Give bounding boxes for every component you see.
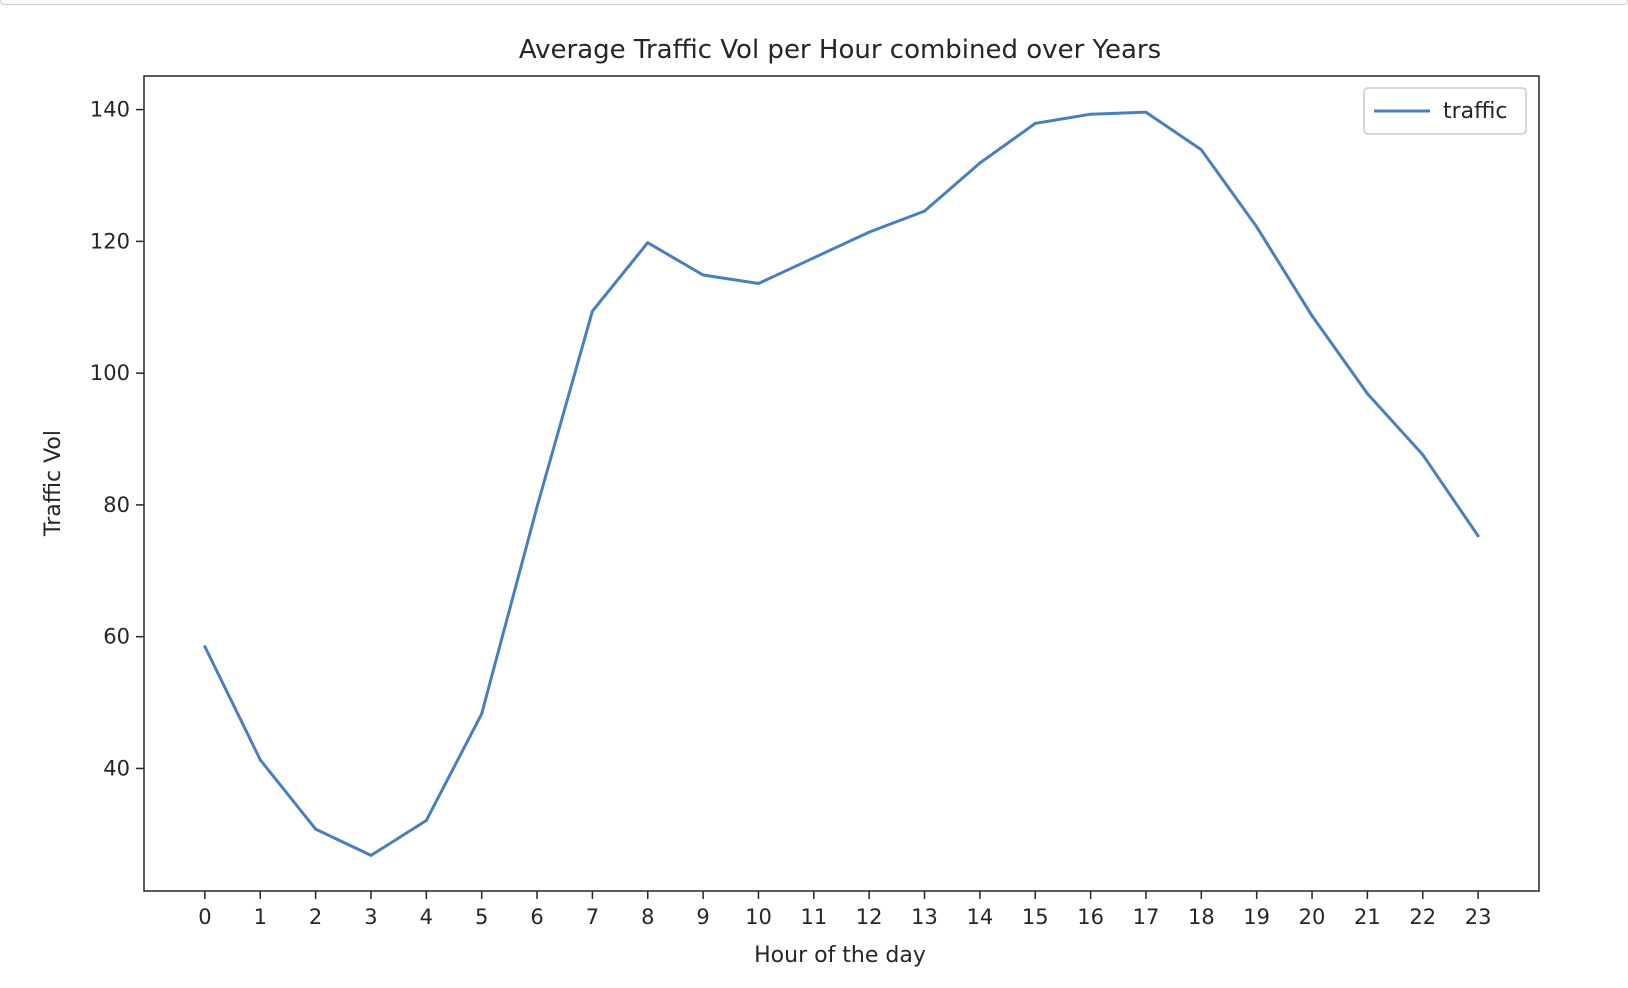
data-point	[1421, 453, 1425, 457]
data-point	[756, 282, 760, 286]
data-point	[480, 712, 484, 716]
data-point	[1033, 121, 1037, 125]
legend-label: traffic	[1443, 99, 1508, 124]
x-tick-label: 1	[254, 905, 267, 929]
x-tick-label: 7	[586, 905, 599, 929]
x-tick-label: 10	[745, 905, 772, 929]
x-tick-label: 19	[1243, 905, 1270, 929]
x-tick-label: 23	[1465, 905, 1492, 929]
y-tick-label: 120	[90, 229, 130, 253]
data-point	[1310, 314, 1314, 318]
x-tick-label: 13	[911, 905, 938, 929]
data-point	[1089, 112, 1093, 116]
data-point	[701, 273, 705, 277]
legend-box	[1363, 87, 1527, 135]
y-axis-label: Traffic Vol	[41, 430, 66, 537]
data-point	[424, 819, 428, 823]
y-axis-ticks: 40 60 80 100 120 140	[90, 98, 144, 780]
data-point	[867, 230, 871, 234]
data-point	[1199, 148, 1203, 152]
x-tick-label: 11	[800, 905, 827, 929]
x-tick-label: 5	[475, 905, 488, 929]
data-point	[590, 309, 594, 313]
legend: traffic	[1363, 87, 1527, 135]
data-point	[203, 645, 207, 649]
x-tick-label: 18	[1188, 905, 1215, 929]
x-tick-label: 16	[1077, 905, 1104, 929]
data-point	[1476, 534, 1480, 538]
x-tick-label: 8	[641, 905, 654, 929]
x-tick-label: 22	[1409, 905, 1436, 929]
data-point	[646, 241, 650, 245]
x-axis-label: Hour of the day	[754, 943, 926, 968]
x-tick-label: 14	[967, 905, 994, 929]
data-point	[978, 161, 982, 165]
y-tick-label: 100	[90, 361, 130, 385]
x-tick-label: 15	[1022, 905, 1049, 929]
data-point	[1255, 225, 1259, 229]
x-tick-label: 9	[696, 905, 709, 929]
y-tick-label: 60	[103, 625, 130, 649]
x-tick-label: 3	[364, 905, 377, 929]
x-tick-label: 12	[856, 905, 883, 929]
data-point	[812, 256, 816, 260]
data-point	[535, 505, 539, 509]
series-layer	[203, 110, 1480, 857]
y-tick-label: 40	[103, 756, 130, 780]
x-tick-label: 0	[198, 905, 211, 929]
x-tick-label: 6	[530, 905, 543, 929]
x-tick-label: 21	[1354, 905, 1381, 929]
x-tick-label: 17	[1133, 905, 1160, 929]
data-point	[258, 758, 262, 762]
data-point	[1365, 392, 1369, 396]
data-point	[314, 827, 318, 831]
plot-area	[143, 75, 1540, 892]
x-tick-label: 20	[1299, 905, 1326, 929]
data-point	[923, 209, 927, 213]
data-point	[1144, 110, 1148, 114]
y-tick-label: 140	[90, 98, 130, 122]
x-tick-label: 2	[309, 905, 322, 929]
data-point	[369, 853, 373, 857]
series-line-traffic	[203, 110, 1480, 857]
chart-title: Average Traffic Vol per Hour combined ov…	[519, 35, 1161, 65]
x-tick-label: 4	[420, 905, 433, 929]
y-tick-label: 80	[103, 493, 130, 517]
x-axis-ticks: 0 1 2 3 4 5 6 7 8 9 10 11 12 13 14 15 16 17 18 19 20 21 22 23	[198, 891, 1491, 929]
